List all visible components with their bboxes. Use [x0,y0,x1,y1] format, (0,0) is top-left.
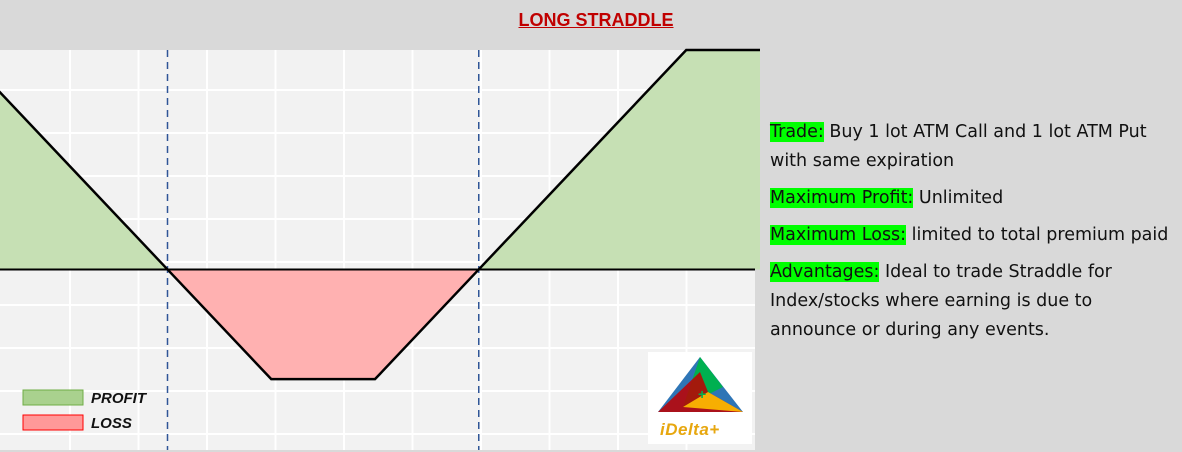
max-profit-text: Unlimited [913,188,1004,208]
payoff-chart: PROFIT LOSS [0,48,760,450]
trade-line: Trade: Buy 1 lot ATM Call and 1 lot ATM … [770,118,1175,176]
profit-area-right [478,50,760,270]
page-title: LONG STRADDLE [518,10,674,30]
max-profit-line: Maximum Profit: Unlimited [770,184,1175,213]
loss-area [167,269,479,380]
strategy-info: Trade: Buy 1 lot ATM Call and 1 lot ATM … [770,118,1175,353]
max-loss-text: limited to total premium paid [906,225,1169,245]
payoff-line [0,48,760,381]
advantages-line: Advantages: Ideal to trade Straddle for … [770,258,1175,345]
legend-label-loss: LOSS [91,415,132,432]
max-profit-label: Maximum Profit: [770,188,914,208]
legend-swatch-loss [22,414,84,431]
advantages-label: Advantages: [770,262,880,282]
max-loss-label: Maximum Loss: [770,225,907,245]
trade-text: Buy 1 lot ATM Call and 1 lot ATM Put wit… [770,122,1147,171]
legend-swatch-profit [22,389,84,406]
svg-text:+: + [698,386,706,402]
logo-text: iDelta+ [660,420,720,439]
legend-label-profit: PROFIT [91,390,148,407]
legend: PROFIT LOSS [22,389,148,432]
max-loss-line: Maximum Loss: limited to total premium p… [770,221,1175,250]
advantages-text: Ideal to trade Straddle for Index/stocks… [770,262,1112,340]
trade-label: Trade: [770,122,824,142]
triangle-logo-icon: + [658,357,743,412]
idelta-logo: + iDelta+ [648,352,752,444]
breakeven-lines [166,50,480,450]
